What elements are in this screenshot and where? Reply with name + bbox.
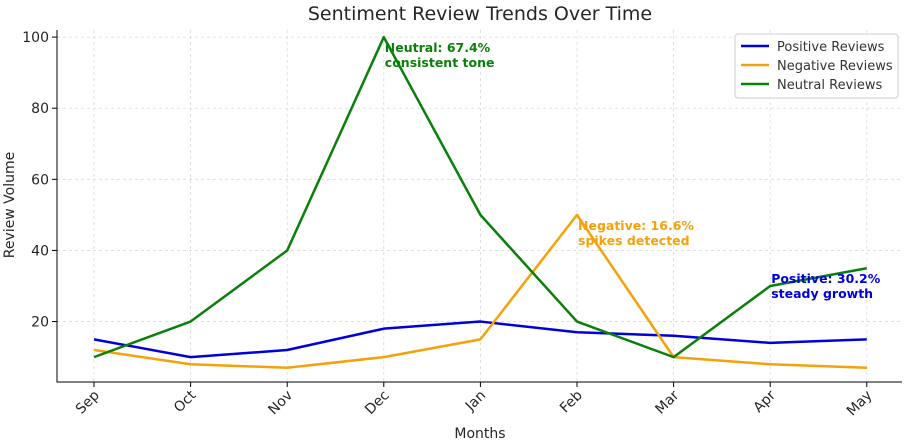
x-tick-label: Mar <box>652 387 682 417</box>
y-tick-label: 100 <box>22 30 49 46</box>
annotation-text: Neutral: 67.4% <box>385 40 491 55</box>
x-tick-label: Nov <box>265 388 296 419</box>
x-tick-label: Jan <box>462 388 489 415</box>
annotation-text: spikes detected <box>578 233 690 248</box>
series-lines <box>93 35 868 370</box>
legend-box <box>734 33 899 99</box>
axis-frame <box>56 30 902 383</box>
y-axis-label: Review Volume <box>2 152 18 258</box>
legend: Positive Reviews Negative Reviews Neutral … <box>734 33 899 99</box>
grid-lines <box>57 30 902 382</box>
y-tick-label: 40 <box>31 243 49 259</box>
series-line-neutral-reviews <box>93 35 868 359</box>
x-axis-label: Months <box>454 426 505 442</box>
x-tick-label: Feb <box>557 387 586 416</box>
x-tick-label: Apr <box>751 387 780 416</box>
x-tick-label: May <box>844 388 876 420</box>
legend-label: Positive Reviews <box>777 40 885 55</box>
axes: 20 40 60 80 100 Sep Oct Nov Dec Jan Feb Mar Apr May <box>22 30 902 419</box>
y-tick-label: 60 <box>31 172 49 188</box>
annotation-text: steady growth <box>771 286 873 301</box>
series-line-positive-reviews <box>93 320 867 359</box>
annotations: Neutral: 67.4%consistent tone Negative: 1… <box>385 40 881 301</box>
y-tick-label: 20 <box>31 315 49 331</box>
legend-label: Negative Reviews <box>777 59 893 74</box>
y-tick-label: 80 <box>31 101 49 117</box>
x-tick-label: Dec <box>362 388 392 418</box>
annotation-text: consistent tone <box>385 55 495 70</box>
chart-title: Sentiment Review Trends Over Time <box>308 3 652 25</box>
annotation-text: Positive: 30.2% <box>771 271 881 286</box>
annotation-text: Negative: 16.6% <box>578 218 694 233</box>
series-line-negative-reviews <box>93 213 867 370</box>
x-tick-label: Sep <box>73 387 103 417</box>
x-tick-label: Oct <box>171 387 200 416</box>
legend-label: Neutral Reviews <box>777 78 882 93</box>
